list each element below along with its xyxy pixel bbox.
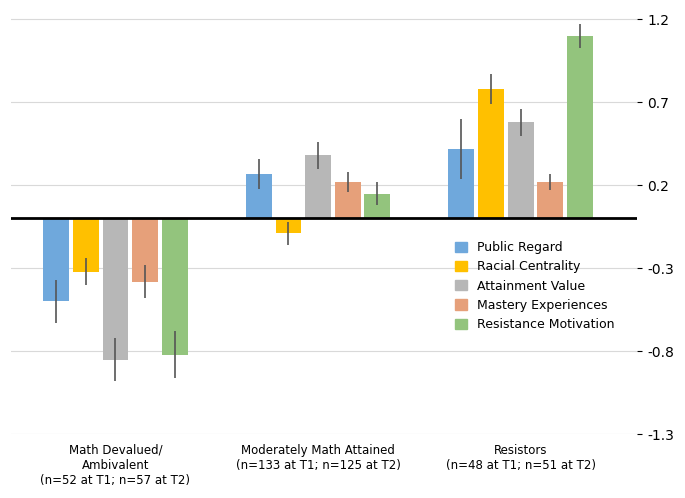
Bar	[449, 149, 474, 219]
Bar	[275, 219, 301, 234]
Bar	[162, 219, 188, 355]
Bar	[132, 219, 158, 281]
Bar	[335, 182, 360, 219]
Bar	[538, 182, 563, 219]
Bar	[246, 174, 272, 219]
Bar	[364, 194, 390, 219]
Bar	[73, 219, 99, 271]
Bar	[43, 219, 69, 301]
Bar	[306, 155, 331, 219]
Bar	[508, 123, 534, 219]
Bar	[103, 219, 128, 360]
Legend: Public Regard, Racial Centrality, Attainment Value, Mastery Experiences, Resista: Public Regard, Racial Centrality, Attain…	[451, 238, 619, 335]
Bar	[567, 36, 593, 219]
Bar	[478, 89, 504, 219]
